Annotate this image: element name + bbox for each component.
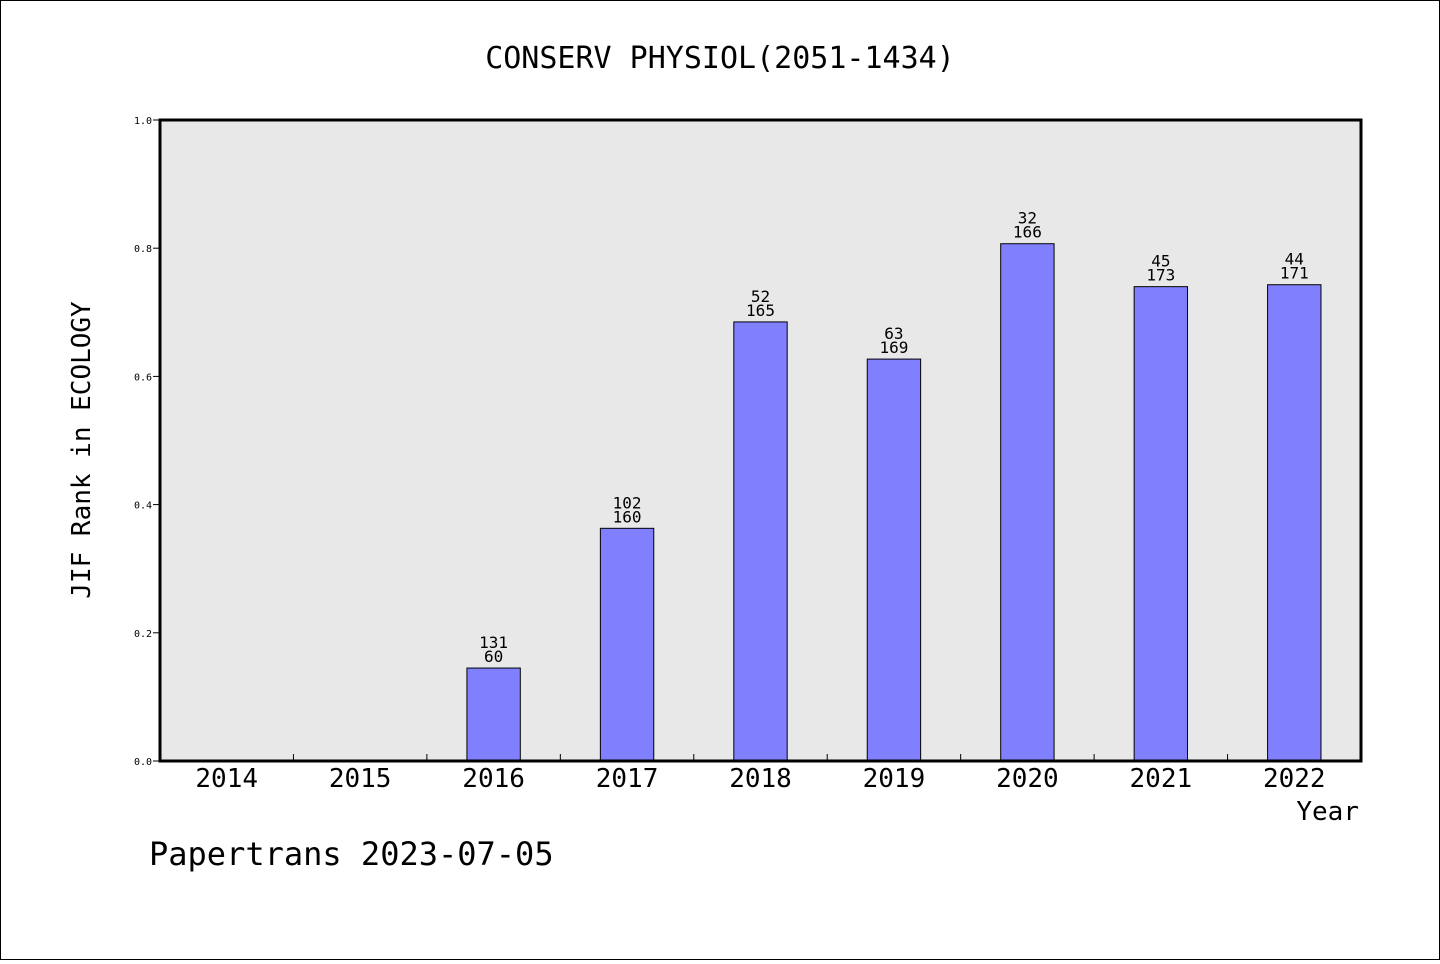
x-tick-label: 2017 bbox=[596, 764, 659, 794]
bar-label-rank: 45 bbox=[1151, 252, 1170, 271]
bar-label-rank: 44 bbox=[1285, 250, 1304, 269]
y-tick-label: 0.4 bbox=[134, 501, 152, 512]
x-axis: 2014 2015 2016 2017 2018 2019 2020 2021 2022 bbox=[195, 754, 1326, 794]
x-tick-label: 2015 bbox=[329, 764, 392, 794]
bar-label-rank: 32 bbox=[1018, 209, 1037, 228]
y-tick-label: 0.0 bbox=[134, 757, 152, 768]
bar-2020 bbox=[1000, 243, 1055, 762]
bar-label-total: 171 bbox=[1280, 264, 1309, 283]
y-axis: 0.0 0.2 0.4 0.6 0.8 1.0 bbox=[134, 116, 160, 768]
bar-label-total: 173 bbox=[1146, 266, 1175, 285]
x-tick-label: 2016 bbox=[462, 764, 525, 794]
bars-group bbox=[466, 243, 1322, 762]
bar-label-total: 169 bbox=[879, 338, 908, 357]
x-axis-label: Year bbox=[1296, 797, 1359, 827]
y-tick-label: 0.8 bbox=[134, 244, 152, 255]
footer-text: Papertrans 2023-07-05 bbox=[149, 835, 554, 873]
bar-label-rank: 102 bbox=[613, 493, 642, 512]
y-tick-label: 0.2 bbox=[134, 629, 152, 640]
x-tick-label: 2018 bbox=[729, 764, 792, 794]
x-tick-label: 2022 bbox=[1263, 764, 1326, 794]
bar-2016 bbox=[466, 667, 521, 762]
x-tick-label: 2019 bbox=[863, 764, 926, 794]
y-tick-label: 0.6 bbox=[134, 372, 152, 383]
y-axis-label: JIF Rank in ECOLOGY bbox=[67, 301, 97, 599]
bar-label-rank: 63 bbox=[884, 324, 903, 343]
x-tick-label: 2020 bbox=[996, 764, 1059, 794]
bar-2022 bbox=[1267, 284, 1322, 762]
bar-label-rank: 131 bbox=[479, 633, 508, 652]
chart-title: CONSERV PHYSIOL(2051-1434) bbox=[485, 41, 955, 76]
bar-2018 bbox=[733, 321, 788, 762]
bar-2021 bbox=[1133, 286, 1189, 762]
bar-2019 bbox=[866, 358, 922, 762]
plot-border bbox=[158, 118, 1363, 763]
x-tick-label: 2021 bbox=[1130, 764, 1193, 794]
bar-label-total: 160 bbox=[613, 507, 642, 526]
bar-label-total: 165 bbox=[746, 301, 775, 320]
bar-label-rank: 52 bbox=[751, 287, 770, 306]
bar-2017 bbox=[599, 527, 655, 762]
bar-label-total: 60 bbox=[484, 647, 503, 666]
y-tick-label: 1.0 bbox=[134, 116, 152, 127]
x-tick-label: 2014 bbox=[195, 764, 258, 794]
bar-label-total: 166 bbox=[1013, 223, 1042, 242]
